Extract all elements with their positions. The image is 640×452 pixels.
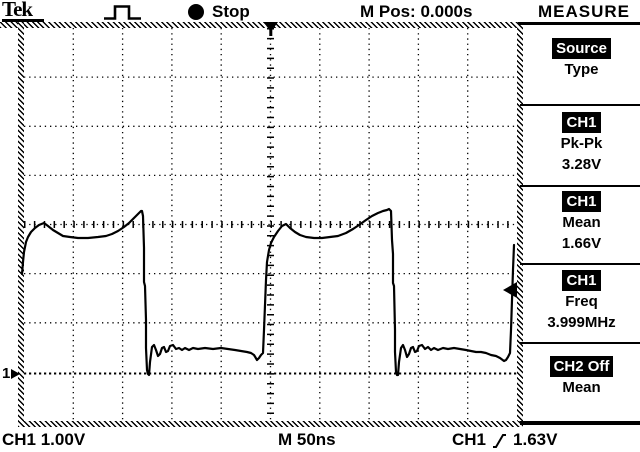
softkey-ch1-pkpk[interactable]: CH1 Pk-Pk 3.28V [523,112,640,175]
menu-head: CH1 [562,112,601,133]
menu-bottom-line [520,421,640,425]
waveform-trace [20,207,516,377]
graticule-border-top [0,22,523,28]
trigger-position-marker[interactable] [263,22,279,36]
softkey-ch1-freq[interactable]: CH1 Freq 3.999MHz [523,270,640,333]
trigger-level-readout: 1.63V [513,430,558,449]
menu-title-underline [518,22,640,25]
menu-head: CH1 [562,270,601,291]
softkey-ch2-off-mean[interactable]: CH2 Off Mean [523,356,640,398]
softkey-source-type[interactable]: Source Type [523,38,640,80]
ch1-position-marker[interactable]: 1 [2,365,21,382]
ch1-scale-readout: CH1 1.00V [2,430,86,449]
menu-separator [520,104,640,106]
graticule-border-bottom [18,421,523,427]
center-axis-ticks [24,28,517,421]
graticule-grid [24,28,517,421]
top-status-bar: Tek Stop M Pos: 0.000s MEASURE [0,0,640,22]
menu-line2: Mean [562,379,601,396]
acquisition-state-label: Stop [212,2,250,21]
tek-logo: Tek [2,0,45,22]
menu-head: CH1 [562,191,601,212]
menu-head: Source [552,38,611,59]
menu-value: 3.999MHz [547,314,616,331]
measure-menu: Source Type CH1 Pk-Pk 3.28V CH1 Mean 1.6… [520,28,640,421]
stop-dot-icon [188,4,204,20]
menu-value: 1.66V [561,235,602,252]
graticule-border-right [517,22,523,427]
menu-line2: Type [564,61,599,78]
menu-line2: Freq [565,293,598,310]
graticule-border-left [18,22,24,427]
menu-line2: Pk-Pk [560,135,603,152]
right-arrow-icon [11,368,21,379]
acquisition-status: Stop [188,2,250,22]
menu-separator [520,342,640,344]
timebase-readout: M 50ns [278,430,336,449]
waveform-display [20,22,517,421]
rising-edge-icon [493,433,507,448]
menu-head: CH2 Off [549,356,614,377]
trigger-readout: CH1 1.63V [452,430,557,450]
ch1-marker-number: 1 [2,365,11,382]
active-menu-title: MEASURE [538,2,631,21]
trigger-level-marker[interactable] [503,282,517,298]
pulse-trigger-icon [104,5,141,20]
menu-value: 3.28V [561,156,602,173]
menu-separator [520,263,640,265]
horizontal-position-readout: M Pos: 0.000s [360,2,473,21]
trigger-source-label: CH1 [452,430,487,449]
menu-line2: Mean [562,214,601,231]
softkey-ch1-mean[interactable]: CH1 Mean 1.66V [523,191,640,254]
menu-separator [520,185,640,187]
